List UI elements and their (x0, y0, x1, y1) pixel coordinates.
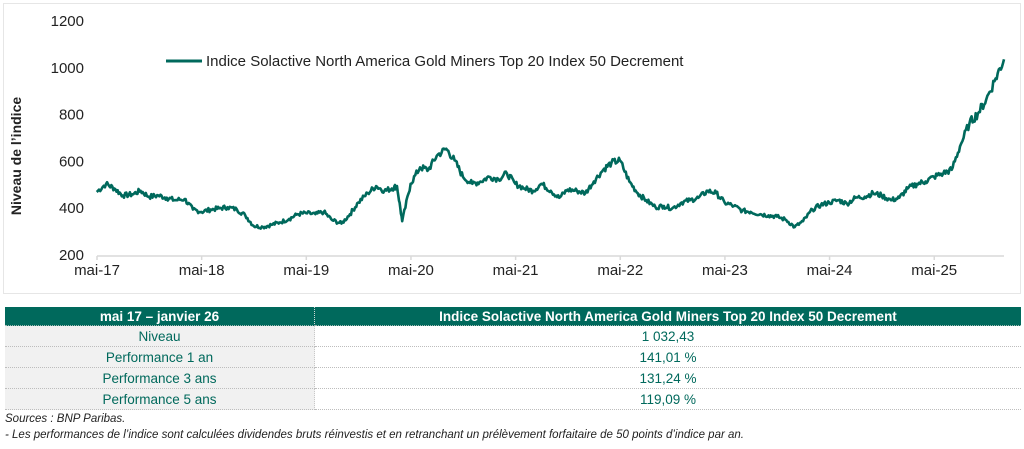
table-row: Performance 3 ans 131,24 % (5, 367, 1021, 389)
index-header: Indice Solactive North America Gold Mine… (314, 307, 1021, 326)
x-tick-label: mai-23 (702, 262, 748, 279)
table-header-row: mai 17 – janvier 26 Indice Solactive Nor… (5, 307, 1021, 326)
chart-frame (3, 3, 1021, 294)
sources-note: Sources : BNP Paribas. (5, 413, 126, 425)
x-tick-label: mai-25 (911, 262, 957, 279)
table-row: Performance 5 ans 119,09 % (5, 388, 1021, 410)
row-label: Performance 1 an (5, 346, 315, 368)
legend: Indice Solactive North America Gold Mine… (166, 53, 684, 70)
x-axis: mai-17 mai-18 mai-19 mai-20 mai-21 mai-22 mai-… (74, 255, 1004, 279)
row-value: 1 032,43 (314, 325, 1021, 347)
footnotes: Sources : BNP Paribas. - Les performance… (5, 411, 744, 443)
row-label: Niveau (5, 325, 315, 347)
row-value: 131,24 % (314, 367, 1021, 389)
x-tick-label: mai-21 (493, 262, 539, 279)
table-row: Performance 1 an 141,01 % (5, 346, 1021, 368)
y-axis: 200 400 600 800 1000 1200 (51, 13, 84, 264)
series-group (95, 58, 1006, 230)
table-row: Niveau 1 032,43 (5, 325, 1021, 347)
x-tick-label: mai-20 (388, 262, 434, 279)
x-tick-label: mai-22 (597, 262, 643, 279)
x-tick-label: mai-18 (179, 262, 225, 279)
y-tick-label: 600 (59, 153, 84, 170)
performance-table: mai 17 – janvier 26 Indice Solactive Nor… (5, 307, 1021, 410)
y-tick-label: 1000 (51, 60, 84, 77)
y-axis-label: Niveau de l’indice (8, 97, 24, 215)
row-label: Performance 5 ans (5, 388, 315, 410)
legend-label: Indice Solactive North America Gold Mine… (206, 53, 684, 70)
y-tick-label: 400 (59, 200, 84, 217)
period-header: mai 17 – janvier 26 (5, 307, 315, 326)
series-line (95, 58, 1006, 230)
methodology-note: - Les performances de l’indice sont calc… (5, 429, 744, 441)
x-tick-label: mai-17 (74, 262, 120, 279)
x-tick-label: mai-24 (807, 262, 853, 279)
y-tick-label: 800 (59, 107, 84, 124)
row-value: 119,09 % (314, 388, 1021, 410)
x-tick-label: mai-19 (283, 262, 329, 279)
y-tick-label: 200 (59, 247, 84, 264)
row-label: Performance 3 ans (5, 367, 315, 389)
row-value: 141,01 % (314, 346, 1021, 368)
y-tick-label: 1200 (51, 13, 84, 30)
